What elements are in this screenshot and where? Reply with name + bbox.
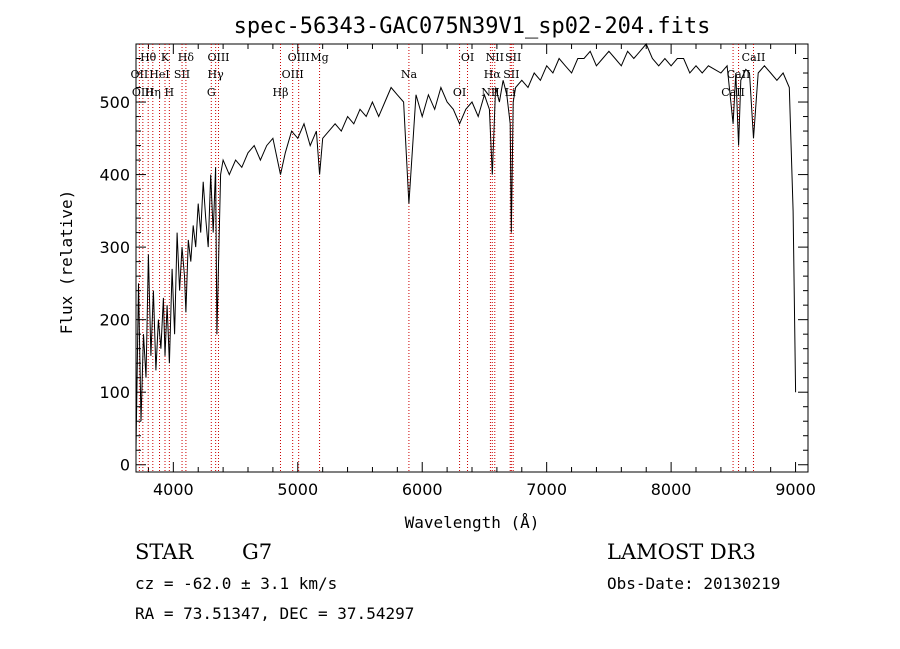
spectral-line-label: SII: [505, 51, 521, 64]
redshift-value: cz = -62.0 ± 3.1 km/s: [135, 574, 338, 593]
y-axis-label: Flux (relative): [57, 190, 76, 335]
spectral-line-label: Hδ: [178, 51, 195, 64]
spectral-line-label: Li: [505, 86, 516, 99]
x-tick-label: 7000: [526, 480, 567, 499]
spectral-line-label: OIII: [132, 86, 154, 99]
spectral-line-label: OIII: [207, 51, 229, 64]
y-tick-label: 0: [120, 456, 130, 475]
y-tick-label: 100: [99, 383, 130, 402]
spectral-subclass: G7: [242, 540, 273, 564]
y-tick-label: 200: [99, 311, 130, 330]
x-tick-label: 9000: [775, 480, 816, 499]
spectral-line-markers: [138, 44, 754, 472]
spectral-line-label: OII: [131, 68, 149, 81]
plot-axes: 4000 5000 6000 7000 8000 9000 0 100 200 300 400 500: [99, 43, 816, 499]
survey-name: LAMOST DR3: [607, 540, 756, 564]
spectral-line-label: CaII: [721, 86, 745, 99]
observation-date: Obs-Date: 20130219: [607, 574, 781, 593]
spectral-line-label: SII: [174, 68, 190, 81]
x-tick-label: 6000: [402, 480, 443, 499]
spectral-line-label: CaII: [742, 51, 766, 64]
spectral-line-label: Hβ: [273, 86, 289, 99]
sky-coordinates: RA = 73.51347, DEC = 37.54297: [135, 604, 415, 623]
spectral-line-label: K: [161, 51, 170, 64]
line-labels: Hθ OII OIII K HeI Hη Hδ SII H OIII Hγ G OIII OIII Hβ Mg…: [131, 51, 766, 99]
spectral-line-label: Hα: [484, 68, 502, 81]
spectral-line-label: Hη: [145, 86, 161, 99]
flux-series: [135, 43, 797, 451]
spectral-line-label: OIII: [288, 51, 310, 64]
x-tick-label: 4000: [153, 480, 194, 499]
y-tick-label: 500: [99, 93, 130, 112]
spectral-line-label: OI: [453, 86, 466, 99]
spectral-line-label: G: [207, 86, 216, 99]
spectral-line-label: NII: [481, 86, 499, 99]
x-axis-label: Wavelength (Å): [405, 513, 540, 532]
object-type: STAR: [135, 540, 194, 564]
spectral-line-label: Hγ: [208, 68, 225, 81]
spectral-line-label: OIII: [282, 68, 304, 81]
spectral-line-label: SII: [503, 68, 519, 81]
x-tick-label: 5000: [277, 480, 318, 499]
chart-title: spec-56343-GAC075N39V1_sp02-204.fits: [234, 14, 711, 39]
spectral-line-label: Na: [401, 68, 418, 81]
spectral-line-label: NII: [486, 51, 504, 64]
x-tick-label: 8000: [651, 480, 692, 499]
spectral-line-label: H: [165, 86, 175, 99]
spectral-line-label: Hθ: [140, 51, 157, 64]
y-tick-label: 400: [99, 166, 130, 185]
spectral-line-label: CaII: [727, 68, 751, 81]
y-tick-label: 300: [99, 238, 130, 257]
spectral-line-label: Mg: [310, 51, 328, 64]
spectral-line-label: HeI: [149, 68, 169, 81]
plot-frame: [135, 43, 809, 473]
flux-line: [135, 43, 797, 451]
spectral-line-label: OI: [461, 51, 474, 64]
